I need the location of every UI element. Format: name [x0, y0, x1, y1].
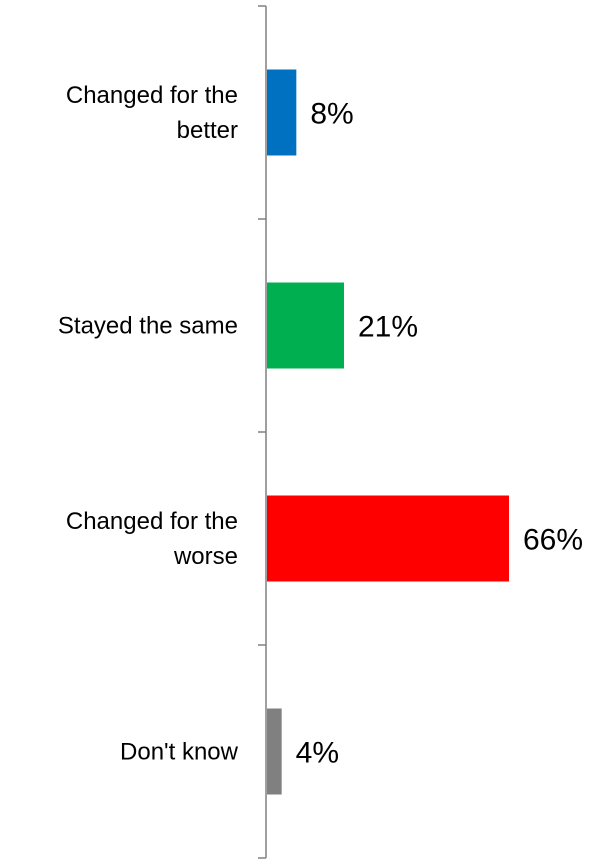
data-label: 21%: [358, 311, 418, 344]
category-label: Don't know: [120, 739, 239, 766]
category-label: worse: [173, 543, 238, 570]
category-label: Stayed the same: [58, 313, 238, 340]
data-label: 66%: [523, 524, 583, 557]
bar: [267, 69, 297, 156]
chart-bars: [267, 69, 509, 795]
bar: [267, 282, 344, 369]
category-label: Changed for the: [66, 508, 238, 535]
category-label: Changed for the: [66, 82, 238, 109]
data-label: 8%: [310, 98, 353, 131]
chart-axis: [258, 5, 267, 859]
category-label: better: [177, 117, 238, 144]
bar: [267, 708, 282, 795]
data-label: 4%: [296, 737, 339, 770]
bar: [267, 495, 509, 582]
chart-labels: Changed for the better 8% Stayed the same 21…: [58, 82, 583, 770]
